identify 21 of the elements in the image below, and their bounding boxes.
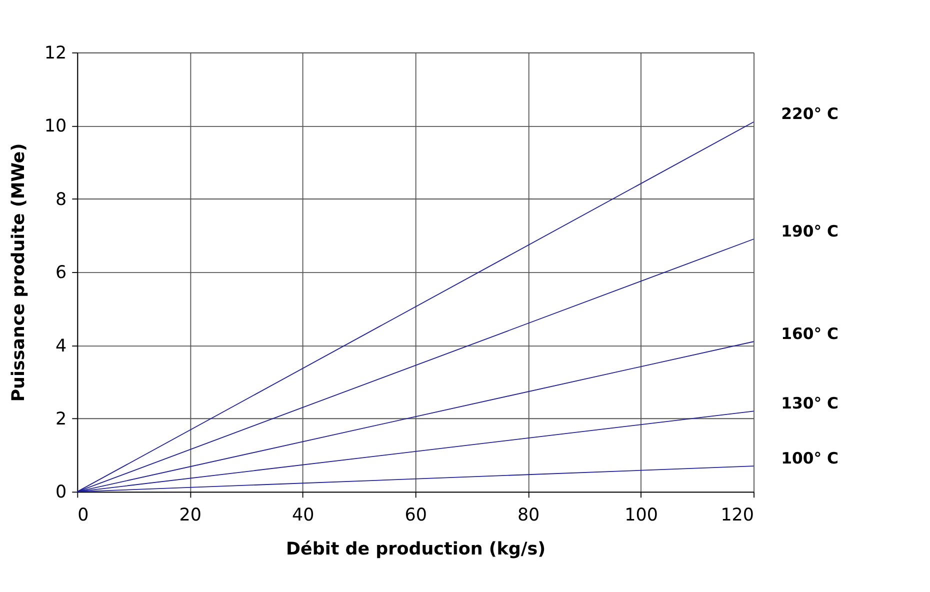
x-tick-label: 120 bbox=[720, 506, 754, 526]
x-tick-label: 40 bbox=[292, 506, 314, 526]
series-label: 100° C bbox=[781, 449, 838, 468]
y-tick-label: 4 bbox=[56, 336, 67, 356]
x-tick-label: 60 bbox=[404, 506, 427, 526]
series-label: 160° C bbox=[781, 324, 838, 343]
series-label: 190° C bbox=[781, 222, 838, 240]
x-tick-label: 20 bbox=[179, 506, 202, 526]
x-axis-title: Débit de production (kg/s) bbox=[286, 540, 546, 560]
series-label: 220° C bbox=[781, 105, 838, 124]
series-label: 130° C bbox=[781, 394, 838, 412]
x-tick-label: 0 bbox=[78, 506, 89, 526]
x-tick-label: 100 bbox=[624, 506, 658, 526]
y-axis-title: Puissance produite (MWe) bbox=[9, 143, 30, 402]
y-tick-label: 2 bbox=[56, 409, 67, 430]
y-tick-label: 12 bbox=[44, 43, 67, 64]
y-tick-label: 6 bbox=[56, 263, 67, 284]
x-tick-label: 80 bbox=[517, 506, 540, 526]
y-tick-label: 0 bbox=[56, 482, 67, 503]
y-tick-label: 8 bbox=[56, 190, 67, 210]
y-tick-label: 10 bbox=[44, 116, 67, 137]
